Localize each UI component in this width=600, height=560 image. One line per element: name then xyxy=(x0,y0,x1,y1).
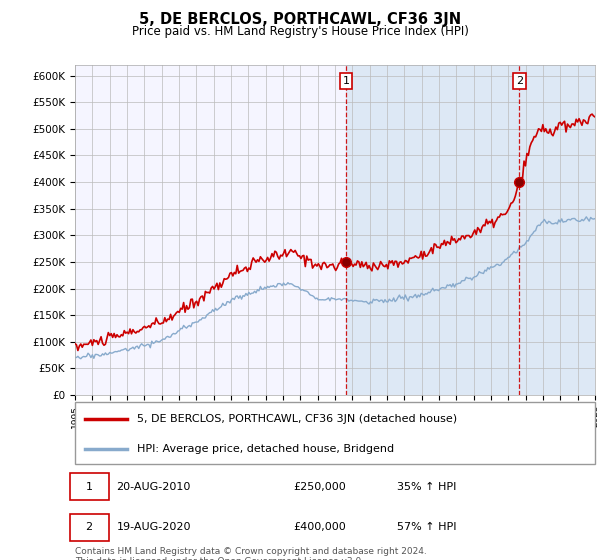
Text: Price paid vs. HM Land Registry's House Price Index (HPI): Price paid vs. HM Land Registry's House … xyxy=(131,25,469,38)
FancyBboxPatch shape xyxy=(70,473,109,501)
Text: 57% ↑ HPI: 57% ↑ HPI xyxy=(397,522,457,533)
FancyBboxPatch shape xyxy=(75,402,595,464)
Text: £400,000: £400,000 xyxy=(293,522,346,533)
Bar xyxy=(346,65,595,395)
Text: 5, DE BERCLOS, PORTHCAWL, CF36 3JN (detached house): 5, DE BERCLOS, PORTHCAWL, CF36 3JN (deta… xyxy=(137,414,458,423)
Text: 19-AUG-2020: 19-AUG-2020 xyxy=(116,522,191,533)
Text: 1: 1 xyxy=(343,76,349,86)
Text: HPI: Average price, detached house, Bridgend: HPI: Average price, detached house, Brid… xyxy=(137,444,395,454)
Text: £250,000: £250,000 xyxy=(293,482,346,492)
Text: 2: 2 xyxy=(85,522,92,533)
Text: Contains HM Land Registry data © Crown copyright and database right 2024.
This d: Contains HM Land Registry data © Crown c… xyxy=(75,547,427,560)
Text: 2: 2 xyxy=(515,76,523,86)
Text: 5, DE BERCLOS, PORTHCAWL, CF36 3JN: 5, DE BERCLOS, PORTHCAWL, CF36 3JN xyxy=(139,12,461,27)
Text: 20-AUG-2010: 20-AUG-2010 xyxy=(116,482,191,492)
FancyBboxPatch shape xyxy=(70,514,109,541)
Text: 1: 1 xyxy=(86,482,92,492)
Text: 35% ↑ HPI: 35% ↑ HPI xyxy=(397,482,457,492)
